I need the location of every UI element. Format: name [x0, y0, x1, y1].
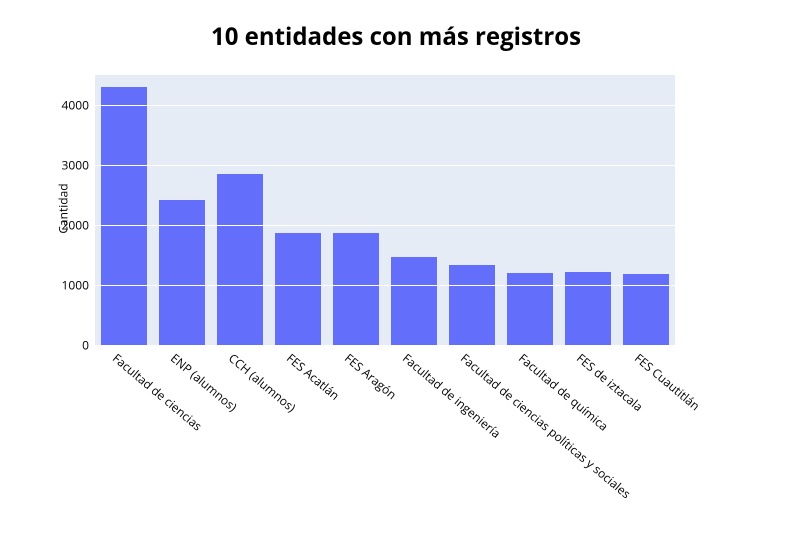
bar-slot: CCH (alumnos) — [211, 75, 269, 345]
bar-slot: Facultad de ciencias políticas y sociale… — [443, 75, 501, 345]
bar-slot: FES Acatlán — [269, 75, 327, 345]
gridline — [95, 225, 675, 226]
x-tick-label: FES Acatlán — [283, 350, 343, 404]
y-tick-label: 1000 — [62, 277, 95, 294]
bar — [391, 257, 437, 345]
x-tick-label: FES Aragón — [341, 350, 400, 403]
bar — [159, 200, 205, 345]
bar-slot: FES de iztacala — [559, 75, 617, 345]
bar — [275, 233, 321, 345]
gridline — [95, 105, 675, 106]
bar — [333, 233, 379, 345]
gridline — [95, 165, 675, 166]
bar-slot: Facultad de ciencias — [95, 75, 153, 345]
gridline — [95, 285, 675, 286]
y-tick-label: 2000 — [62, 217, 95, 234]
y-tick-label: 3000 — [62, 157, 95, 174]
plot-area: Facultad de cienciasENP (alumnos)CCH (al… — [95, 75, 675, 345]
bar-slot: Facultad de química — [501, 75, 559, 345]
bar — [217, 174, 263, 345]
bar — [507, 273, 553, 345]
y-tick-label: 4000 — [62, 97, 95, 114]
bar — [101, 87, 147, 345]
bar — [565, 272, 611, 345]
gridline — [95, 345, 675, 346]
bars-container: Facultad de cienciasENP (alumnos)CCH (al… — [95, 75, 675, 345]
x-tick-label: Facultad de ingeniería — [399, 350, 504, 442]
bar-slot: FES Aragón — [327, 75, 385, 345]
chart-title: 10 entidades con más registros — [0, 20, 792, 53]
bar-slot: Facultad de ingeniería — [385, 75, 443, 345]
y-tick-label: 0 — [82, 337, 95, 354]
bar-slot: ENP (alumnos) — [153, 75, 211, 345]
bar — [449, 265, 495, 345]
bar-slot: FES Cuautitlán — [617, 75, 675, 345]
